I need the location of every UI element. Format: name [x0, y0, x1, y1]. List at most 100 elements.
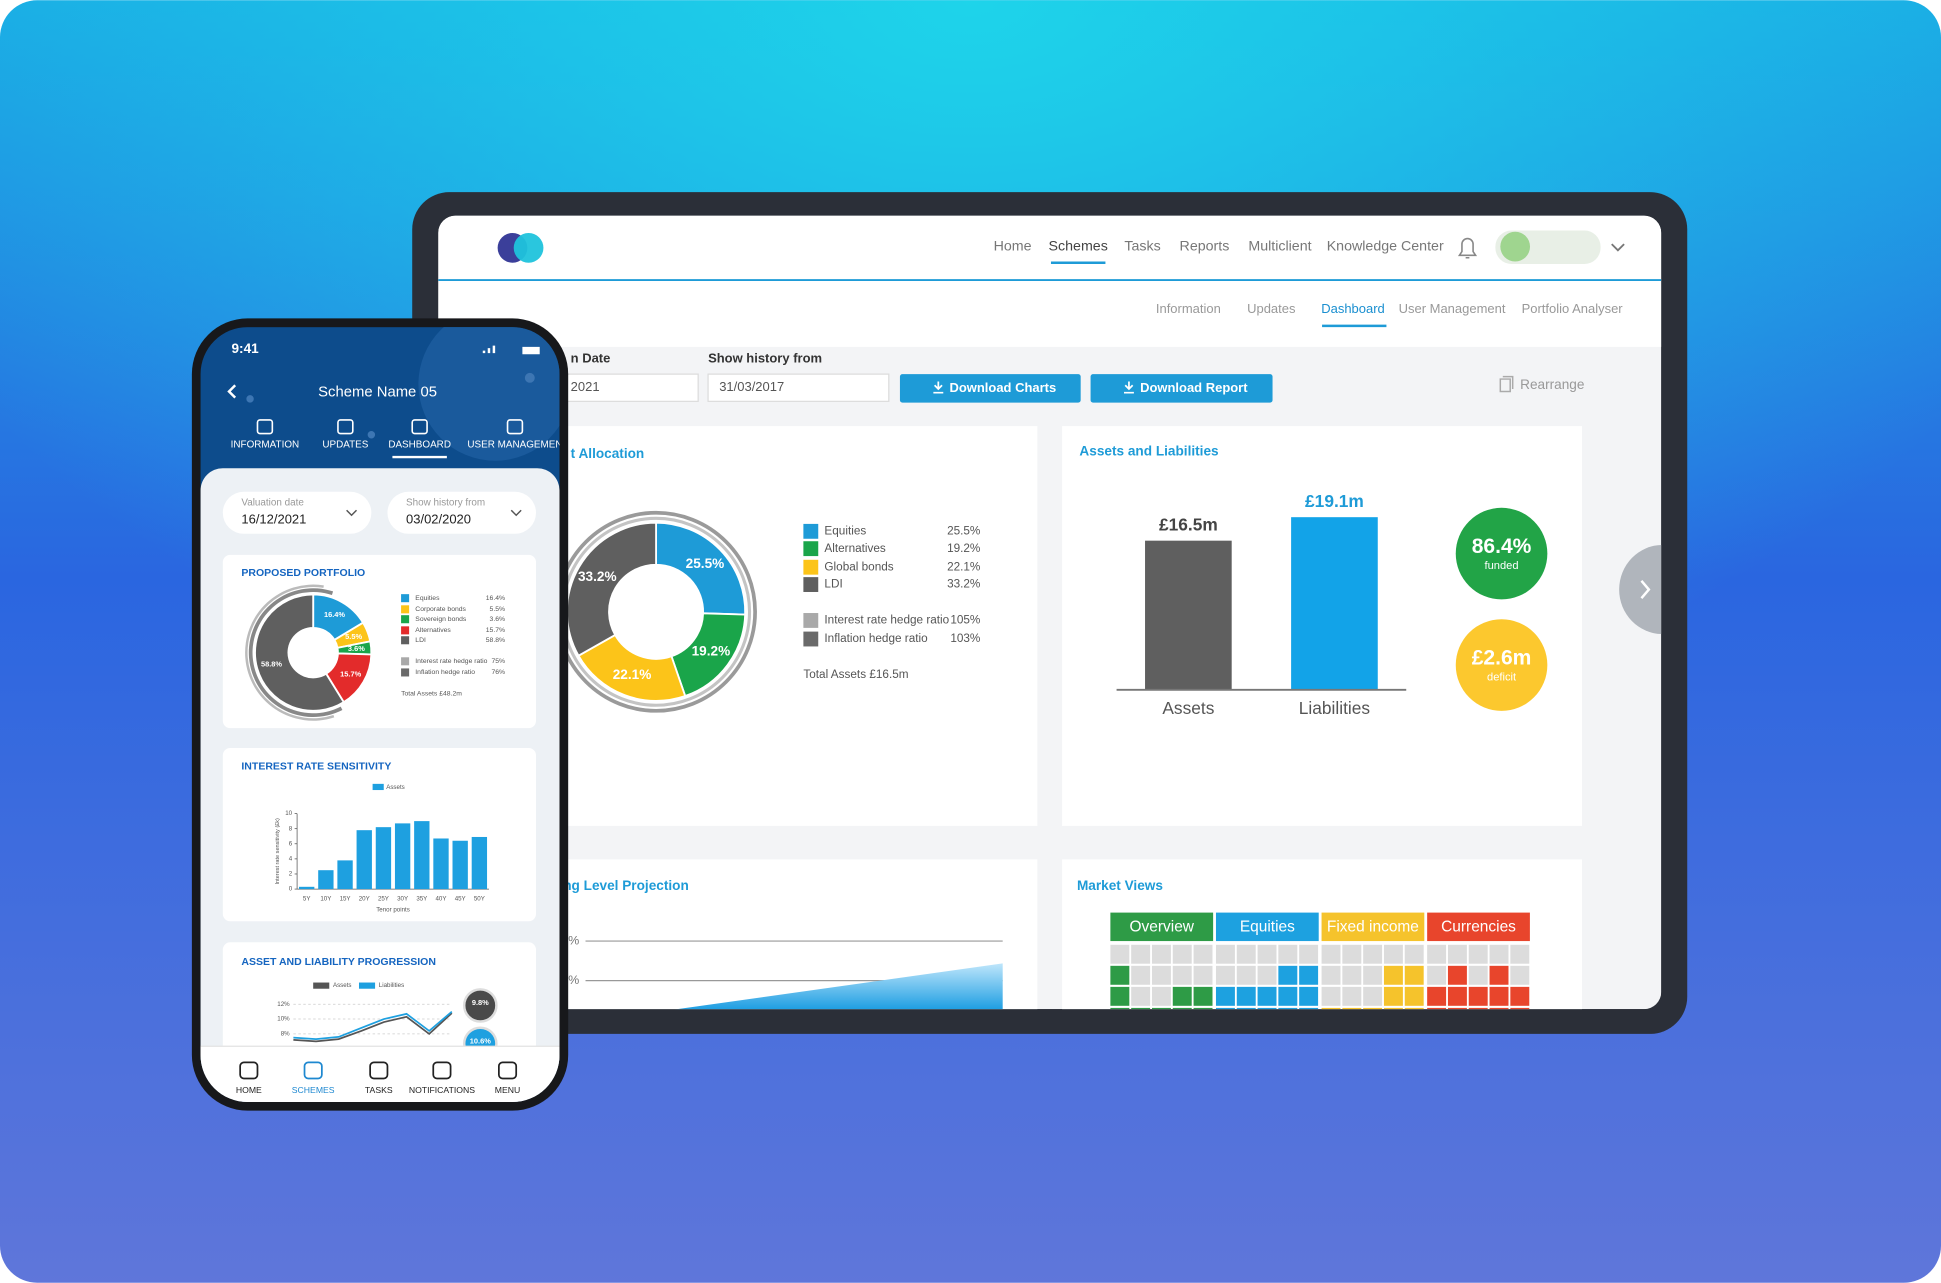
x-tick-label: 25Y	[378, 896, 389, 903]
market-header-label[interactable]: Currencies	[1441, 919, 1516, 936]
market-cell	[1110, 986, 1130, 1006]
nav-item[interactable]: Tasks	[1124, 238, 1160, 254]
legend-swatch	[803, 559, 819, 575]
category-label: Liabilities	[1299, 698, 1371, 718]
ratio-value: 75%	[491, 658, 505, 665]
filter-label: Show history from	[708, 351, 822, 366]
market-cell	[1427, 1007, 1447, 1010]
y-axis-label: Interest rate sensitivity (£k)	[275, 818, 281, 885]
button[interactable]	[899, 374, 1081, 403]
market-cell	[1110, 965, 1130, 985]
bottom-nav-label[interactable]: TASKS	[365, 1085, 393, 1095]
segment-label: 16.4%	[324, 610, 345, 619]
market-header-label[interactable]: Fixed income	[1327, 919, 1419, 936]
bottom-nav-label[interactable]: NOTIFICATIONS	[409, 1085, 475, 1095]
y-tick-label: 6	[289, 840, 293, 847]
segment-label: 58.8%	[261, 659, 282, 668]
pill-value: 16/12/2021	[241, 512, 306, 527]
nav-icon	[303, 1061, 323, 1080]
ratio-value: 103%	[950, 632, 981, 645]
x-tick-label: 45Y	[455, 896, 466, 903]
indicator-label: 9.8%	[472, 998, 489, 1007]
pill-chevron	[510, 509, 522, 517]
back-arrow[interactable]	[227, 384, 237, 399]
date-input[interactable]	[544, 373, 699, 402]
status-icons	[482, 345, 540, 355]
button-label[interactable]: Download Charts	[949, 380, 1056, 395]
phone-screen: 9:41 Scheme Name 05 INFORMATION UPDATES DASH…	[200, 327, 562, 1102]
ratio-value: 76%	[491, 669, 505, 676]
market-cell	[1447, 1007, 1467, 1010]
subnav-item[interactable]: Dashboard	[1321, 301, 1385, 316]
legend-label: Equities	[415, 595, 440, 602]
segment-label: 22.1%	[613, 667, 652, 682]
tab-icon	[506, 419, 524, 435]
tab-label[interactable]: INFORMATION	[231, 439, 300, 450]
bell-icon[interactable]	[1457, 237, 1478, 259]
nav-item[interactable]: Schemes	[1049, 238, 1108, 254]
market-cell	[1489, 965, 1509, 985]
subnav-item[interactable]: Updates	[1247, 301, 1296, 316]
legend-swatch	[401, 626, 410, 635]
projection-area	[668, 963, 1003, 1010]
bottom-nav-label[interactable]: MENU	[495, 1085, 521, 1095]
market-header[interactable]	[1215, 912, 1319, 942]
screen-title: Scheme Name 05	[318, 385, 437, 401]
nav-item[interactable]: Reports	[1180, 238, 1230, 254]
market-header[interactable]	[1427, 912, 1530, 942]
nav-item[interactable]: Knowledge Center	[1327, 238, 1444, 254]
nav-item[interactable]: Home	[994, 238, 1032, 254]
market-header-label[interactable]: Equities	[1240, 919, 1295, 936]
tab-label[interactable]: UPDATES	[322, 439, 368, 450]
bottom-nav-label[interactable]: SCHEMES	[292, 1085, 335, 1095]
button-label[interactable]: Download Report	[1140, 380, 1248, 395]
nav-icon	[369, 1061, 389, 1080]
market-cell	[1468, 965, 1488, 985]
subnav-item[interactable]: User Management	[1399, 301, 1506, 316]
subnav-item[interactable]: Portfolio Analyser	[1522, 301, 1624, 316]
x-tick-label: 15Y	[340, 896, 351, 903]
rearrange[interactable]: Rearrange	[1520, 377, 1584, 392]
card-title: INTEREST RATE SENSITIVITY	[241, 760, 391, 772]
market-cell	[1151, 965, 1171, 985]
bottom-nav-label[interactable]: HOME	[236, 1085, 262, 1095]
date-pill[interactable]	[387, 491, 537, 534]
market-cell	[1363, 944, 1383, 964]
subnav-item[interactable]: Information	[1156, 301, 1221, 316]
filter-value: 2021	[571, 379, 600, 394]
market-header[interactable]	[1321, 912, 1425, 942]
legend-label: LDI	[824, 578, 842, 591]
x-tick-label: 35Y	[416, 896, 427, 903]
next-arrow[interactable]	[1619, 544, 1706, 635]
button[interactable]	[1090, 374, 1273, 403]
avatar-blur	[1500, 231, 1531, 262]
chevron[interactable]	[1611, 243, 1625, 252]
market-cell	[1404, 965, 1424, 985]
date-pill[interactable]	[222, 491, 372, 534]
tab-label[interactable]: USER MANAGEMEN	[467, 439, 562, 450]
date-input[interactable]	[707, 373, 890, 402]
tab-icon	[411, 419, 428, 435]
tab-label[interactable]: DASHBOARD	[388, 439, 451, 450]
bar-value-label: £19.1m	[1305, 491, 1364, 511]
bar	[414, 821, 430, 890]
x-tick-label: 20Y	[359, 896, 370, 903]
market-cell	[1131, 986, 1151, 1006]
nav-icon	[498, 1061, 518, 1080]
bar-value-label: £16.5m	[1159, 514, 1218, 534]
y-tick-label: 8	[289, 825, 293, 832]
x-axis-label: Tenor points	[376, 907, 410, 914]
market-cell	[1321, 1007, 1341, 1010]
market-cell	[1342, 965, 1362, 985]
download-icon	[1123, 381, 1134, 394]
nav-item[interactable]: Multiclient	[1248, 238, 1311, 254]
market-header[interactable]	[1110, 912, 1214, 942]
market-cell	[1489, 1007, 1509, 1010]
pill-label: Show history from	[406, 497, 485, 508]
legend-swatch	[803, 541, 819, 557]
legend-value: 58.8%	[486, 637, 505, 644]
market-header-label[interactable]: Overview	[1130, 919, 1195, 936]
market-cell	[1363, 1007, 1383, 1010]
